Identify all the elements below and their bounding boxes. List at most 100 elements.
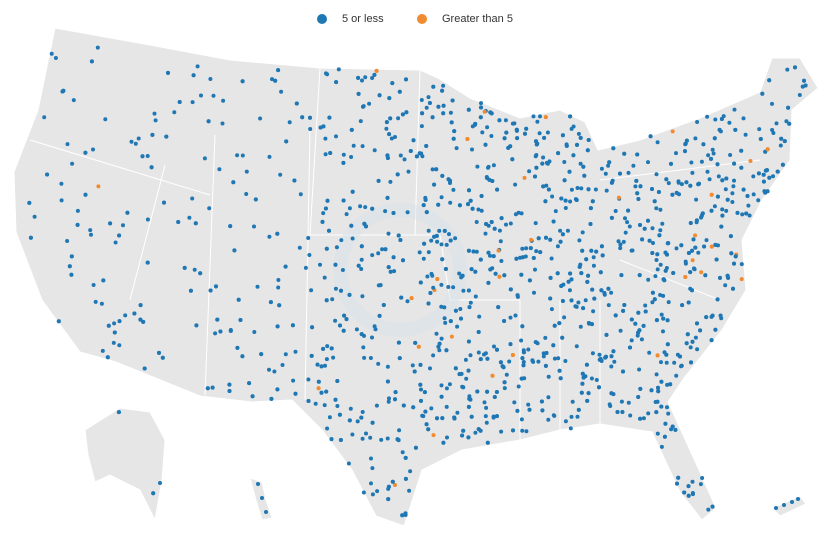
location-dot bbox=[693, 136, 698, 141]
location-dot bbox=[401, 258, 405, 263]
location-dot bbox=[718, 313, 723, 318]
location-dot bbox=[429, 406, 434, 411]
location-dot bbox=[658, 228, 663, 233]
location-dot bbox=[368, 435, 373, 440]
location-dot bbox=[88, 228, 93, 233]
location-dot bbox=[529, 237, 534, 242]
location-dot bbox=[377, 93, 382, 98]
location-dot bbox=[417, 151, 422, 156]
location-dot bbox=[195, 64, 200, 69]
location-dot bbox=[519, 338, 524, 343]
location-dot bbox=[252, 330, 257, 334]
location-dot bbox=[688, 221, 693, 225]
location-dot bbox=[151, 491, 156, 496]
location-dot bbox=[634, 178, 639, 183]
location-dot bbox=[659, 404, 664, 409]
location-dot bbox=[339, 288, 343, 293]
location-dot bbox=[396, 116, 401, 121]
location-dot bbox=[588, 206, 593, 211]
location-dot bbox=[686, 251, 691, 255]
location-dot bbox=[283, 264, 288, 269]
location-dot bbox=[730, 191, 735, 196]
location-dot bbox=[111, 340, 116, 345]
location-dot bbox=[479, 194, 484, 198]
location-dot bbox=[530, 358, 535, 363]
location-dot bbox=[642, 226, 647, 231]
location-dot bbox=[733, 127, 738, 132]
location-dot bbox=[227, 389, 232, 393]
location-dot bbox=[428, 291, 433, 295]
location-dot bbox=[360, 78, 364, 83]
location-dot bbox=[467, 305, 472, 310]
location-dot bbox=[385, 156, 390, 160]
location-dot bbox=[544, 183, 549, 188]
location-dot bbox=[690, 170, 695, 175]
location-dot bbox=[800, 84, 805, 89]
location-dot bbox=[117, 233, 122, 238]
location-dot bbox=[512, 121, 517, 126]
location-dot bbox=[540, 408, 545, 413]
location-dot bbox=[323, 363, 327, 368]
location-dot bbox=[439, 195, 444, 200]
location-dot bbox=[475, 389, 480, 394]
location-dot bbox=[784, 119, 789, 124]
location-dot bbox=[555, 271, 560, 276]
location-dot bbox=[618, 171, 622, 176]
location-dot bbox=[321, 124, 326, 129]
location-dot bbox=[706, 153, 711, 158]
location-dot bbox=[441, 111, 446, 116]
location-dot bbox=[519, 417, 524, 422]
location-dot bbox=[391, 255, 396, 260]
location-dot bbox=[711, 151, 716, 156]
location-dot bbox=[370, 253, 375, 258]
location-dot bbox=[774, 121, 779, 126]
location-dot bbox=[582, 173, 587, 178]
location-dot bbox=[671, 271, 676, 275]
location-dot bbox=[333, 318, 338, 323]
location-dot bbox=[190, 196, 195, 201]
location-dot bbox=[193, 221, 198, 226]
location-dot bbox=[728, 234, 733, 239]
location-dot bbox=[643, 303, 648, 308]
location-dot bbox=[599, 244, 604, 249]
location-dot bbox=[413, 445, 418, 450]
location-dot bbox=[431, 84, 436, 89]
location-dot bbox=[580, 381, 585, 386]
location-dot bbox=[356, 75, 361, 80]
location-dot bbox=[460, 433, 465, 438]
location-dot bbox=[473, 269, 478, 274]
location-dot bbox=[701, 142, 706, 147]
location-dot bbox=[422, 241, 427, 246]
location-dot bbox=[770, 128, 775, 132]
location-dot bbox=[418, 382, 423, 387]
location-dot bbox=[71, 98, 76, 103]
location-dot bbox=[458, 307, 463, 311]
location-dot bbox=[468, 300, 473, 305]
location-dot bbox=[739, 277, 744, 282]
location-dot bbox=[591, 263, 596, 268]
location-dot bbox=[533, 221, 538, 226]
location-dot bbox=[389, 136, 394, 141]
location-dot bbox=[537, 131, 542, 136]
location-dot bbox=[710, 313, 715, 318]
location-dot bbox=[521, 350, 526, 355]
location-dot bbox=[267, 234, 272, 239]
location-dot bbox=[524, 126, 529, 131]
location-dot bbox=[452, 129, 457, 134]
location-dot bbox=[221, 98, 226, 103]
location-dot bbox=[435, 239, 440, 244]
location-dot bbox=[487, 177, 492, 182]
location-dot bbox=[325, 426, 330, 431]
location-dot bbox=[571, 153, 576, 158]
location-dot bbox=[782, 139, 787, 144]
location-dot bbox=[485, 389, 490, 394]
location-dot bbox=[563, 198, 568, 203]
location-dot bbox=[424, 144, 429, 148]
location-dot bbox=[508, 287, 513, 292]
location-dot bbox=[694, 218, 699, 223]
location-dot bbox=[460, 273, 465, 278]
location-dot bbox=[207, 206, 212, 211]
location-dot bbox=[441, 440, 446, 445]
location-dot bbox=[284, 139, 289, 144]
location-dot bbox=[315, 362, 320, 367]
